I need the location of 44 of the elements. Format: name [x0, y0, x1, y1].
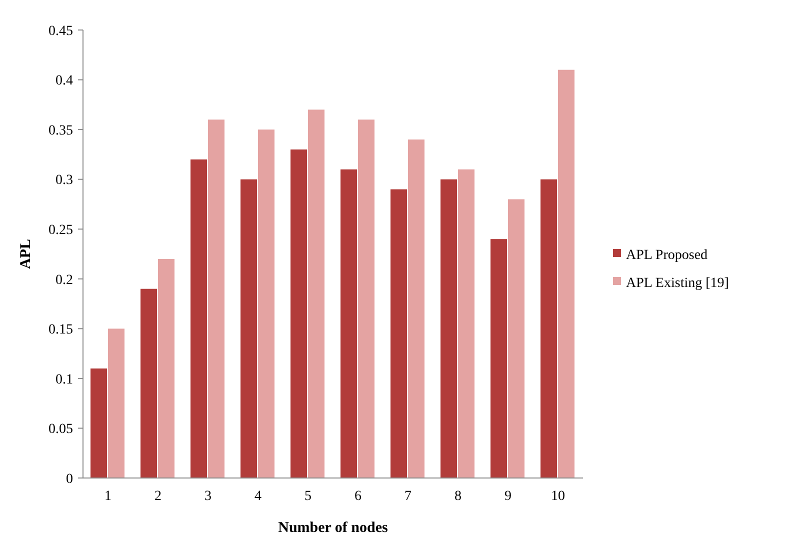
bar — [508, 199, 524, 478]
x-tick-label: 10 — [551, 489, 565, 504]
x-axis-title: Number of nodes — [278, 520, 388, 536]
bar — [108, 328, 124, 478]
bar — [558, 70, 574, 478]
bar — [258, 130, 274, 478]
bar — [290, 149, 307, 478]
x-tick-label: 6 — [354, 489, 362, 504]
bar — [490, 239, 507, 478]
y-tick-label: 0.1 — [56, 372, 73, 388]
bar — [440, 179, 457, 478]
y-tick-label: 0.4 — [56, 74, 73, 89]
x-tick-label: 2 — [154, 489, 162, 504]
bar — [308, 110, 324, 478]
x-tick-label: 1 — [104, 489, 112, 504]
x-tick-label: 8 — [454, 489, 462, 504]
x-tick-label: 7 — [404, 489, 412, 504]
bar — [408, 140, 424, 478]
y-tick-label: 0.25 — [48, 223, 73, 238]
x-tick-label: 9 — [504, 489, 512, 504]
legend-label: APL Proposed — [626, 248, 708, 263]
y-tick-label: 0.05 — [48, 422, 73, 438]
y-tick-label: 0.3 — [56, 173, 73, 188]
bar — [540, 179, 557, 478]
y-tick-label: 0 — [66, 472, 73, 487]
y-tick-label: 0.2 — [56, 272, 73, 288]
x-tick-label: 4 — [254, 489, 262, 504]
y-axis-title: APL — [18, 239, 34, 269]
bar — [358, 120, 374, 478]
bar — [90, 368, 107, 478]
bar — [340, 169, 357, 478]
bar — [208, 120, 224, 478]
bar — [390, 189, 407, 478]
x-tick-label: 3 — [204, 489, 212, 504]
y-tick-label: 0.35 — [48, 123, 73, 138]
y-tick-label: 0.45 — [48, 24, 73, 39]
bar — [458, 169, 474, 478]
bar — [190, 159, 207, 478]
bar — [140, 288, 157, 478]
y-tick-label: 0.15 — [48, 322, 73, 338]
legend-label: APL Existing [19] — [626, 276, 729, 291]
x-tick-label: 5 — [304, 489, 312, 504]
bar — [158, 258, 174, 478]
bar — [240, 179, 257, 478]
